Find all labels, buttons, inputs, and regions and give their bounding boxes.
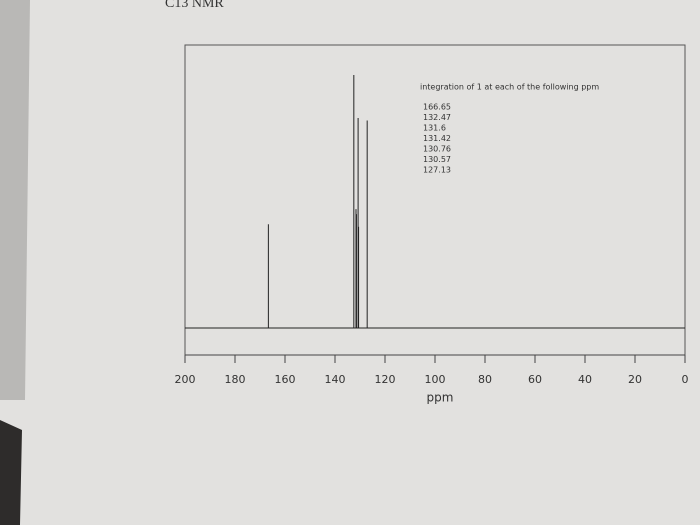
x-axis-label: ppm	[427, 391, 454, 405]
peak-list-item: 130.57	[423, 155, 451, 164]
x-tick-label: 160	[275, 373, 296, 386]
x-tick-label: 180	[225, 373, 246, 386]
peak-list-item: 166.65	[423, 103, 451, 112]
x-tick-label: 100	[425, 373, 446, 386]
x-tick-label: 140	[325, 373, 346, 386]
x-tick-label: 20	[628, 373, 642, 386]
paper-shadow	[0, 0, 30, 400]
x-tick-label: 60	[528, 373, 542, 386]
chart-title: C13 NMR	[165, 0, 224, 11]
peak-list-item: 127.13	[423, 166, 451, 175]
peak-list-item: 132.47	[423, 113, 451, 122]
peak-list-item: 131.42	[423, 134, 451, 143]
x-tick-label: 120	[375, 373, 396, 386]
x-tick-label: 200	[175, 373, 196, 386]
peak-list-item: 131.6	[423, 124, 446, 133]
x-tick-label: 40	[578, 373, 592, 386]
annotation: integration of 1 at each of the followin…	[420, 83, 599, 92]
x-tick-label: 80	[478, 373, 492, 386]
x-tick-label: 0	[682, 373, 689, 386]
peak-list-item: 130.76	[423, 145, 451, 154]
